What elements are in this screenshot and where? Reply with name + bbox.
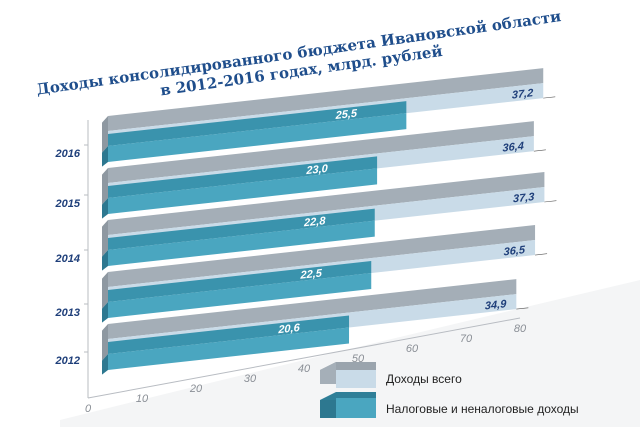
- bar-total-value-label: 34,9: [485, 298, 507, 312]
- x-tick-label: 70: [460, 333, 473, 345]
- bar-total-label-leader: [516, 307, 529, 310]
- bar-tax-top: [108, 261, 372, 303]
- bar-tax: [108, 168, 378, 215]
- bar-tax-side: [102, 198, 108, 219]
- bar-total-label-leader: [535, 253, 548, 256]
- bar-tax-value-label: 20,6: [277, 322, 300, 337]
- bar-tax-top: [108, 156, 378, 199]
- bar-total-value-label: 36,5: [504, 244, 526, 258]
- x-tick-label: 30: [244, 373, 257, 385]
- bar-tax-side: [102, 302, 108, 323]
- bar-total-value-label: 36,4: [502, 140, 523, 154]
- bar-tax-side: [102, 146, 108, 167]
- bar-tax-top: [108, 208, 375, 251]
- x-tick-label: 60: [406, 343, 419, 355]
- bar-group: 37,2 25,5 36,4 23,0 37,3 22,8 36,5 22,5 34,9 20,6: [102, 68, 557, 375]
- x-tick-label: 20: [189, 383, 203, 395]
- bar-tax-value-label: 22,8: [303, 215, 326, 230]
- bar-total-side: [102, 272, 108, 309]
- bar-total-label-leader: [533, 149, 546, 152]
- bar-total-top: [108, 121, 534, 184]
- bar-tax-side: [102, 250, 108, 271]
- legend: Доходы всего Налоговые и неналоговые дох…: [320, 362, 579, 418]
- bar-total-value-label: 37,3: [513, 191, 534, 205]
- year-label: 2016: [55, 148, 81, 160]
- year-label: 2015: [55, 198, 81, 210]
- year-label: 2012: [55, 355, 80, 367]
- bar-tax: [108, 113, 407, 163]
- bar-total-side: [102, 324, 108, 361]
- bar-total-value-label: 37,2: [512, 87, 534, 101]
- legend-swatch-total: [336, 370, 376, 388]
- legend-label-tax: Налоговые и неналоговые доходы: [386, 402, 579, 416]
- bar-total-top: [108, 225, 536, 288]
- legend-swatch-tax-side: [320, 400, 336, 418]
- bar-tax-top: [108, 101, 407, 147]
- bar-total-label-leader: [544, 200, 557, 203]
- bar-tax: [108, 327, 350, 371]
- legend-swatch-tax: [336, 398, 376, 418]
- bar-total-top: [108, 68, 544, 132]
- bar-total-top: [108, 279, 517, 340]
- x-tick-label: 10: [136, 393, 149, 405]
- bar-tax: [108, 220, 375, 267]
- year-label: 2014: [55, 253, 80, 265]
- background-swoosh: [60, 280, 640, 427]
- legend-label-total: Доходы всего: [386, 372, 462, 386]
- legend-item-total: Доходы всего: [320, 362, 462, 388]
- bar-tax-value-label: 23,0: [305, 163, 328, 178]
- bar-tax-side: [102, 354, 108, 375]
- legend-item-tax: Налоговые и неналоговые доходы: [320, 392, 579, 418]
- x-tick-label: 40: [298, 363, 311, 375]
- x-tick-label: 80: [514, 323, 527, 335]
- year-label: 2013: [55, 307, 80, 319]
- bar-tax-value-label: 25,5: [335, 108, 358, 123]
- bar-total-label-leader: [543, 96, 556, 99]
- bar-total-side: [102, 220, 108, 257]
- legend-swatch-total-side: [320, 362, 336, 384]
- bar-total-side: [102, 116, 108, 153]
- bar-tax-value-label: 22,5: [300, 267, 323, 282]
- x-tick-label: 0: [85, 403, 92, 415]
- bar-tax-top: [108, 315, 350, 355]
- bars: 37,2 25,5 36,4 23,0 37,3 22,8 36,5 22,5 34,9 20,6: [102, 68, 557, 375]
- bar-total-side: [102, 168, 108, 205]
- bar-tax: [108, 273, 372, 319]
- bar-total-top: [108, 171, 545, 236]
- x-axis-line: [87, 317, 521, 399]
